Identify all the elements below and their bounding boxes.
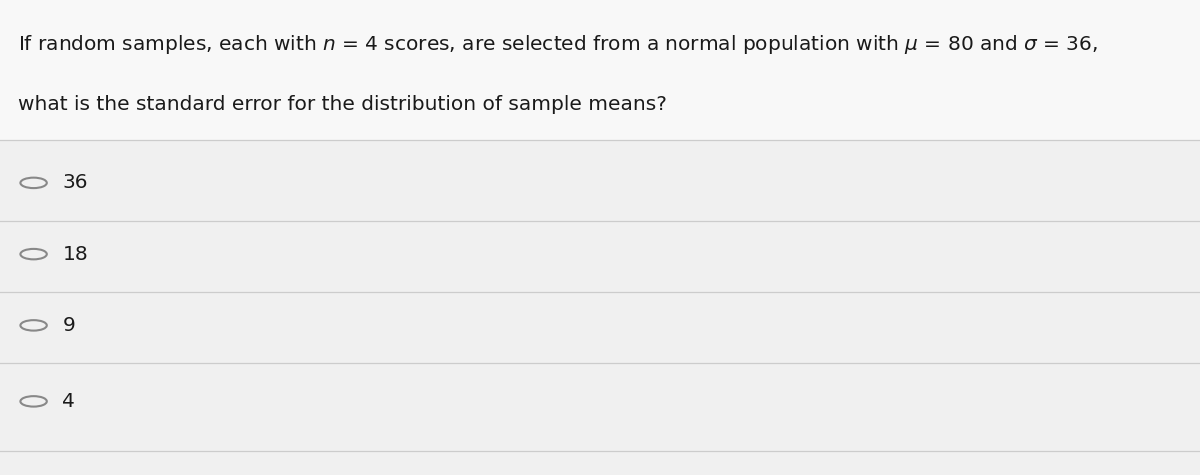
Text: what is the standard error for the distribution of sample means?: what is the standard error for the distr… [18, 95, 667, 114]
Text: 9: 9 [62, 316, 76, 335]
Text: 18: 18 [62, 245, 88, 264]
Text: 36: 36 [62, 173, 88, 192]
Text: 4: 4 [62, 392, 76, 411]
FancyBboxPatch shape [0, 0, 1200, 140]
Text: If random samples, each with $n$ = 4 scores, are selected from a normal populati: If random samples, each with $n$ = 4 sco… [18, 33, 1098, 56]
